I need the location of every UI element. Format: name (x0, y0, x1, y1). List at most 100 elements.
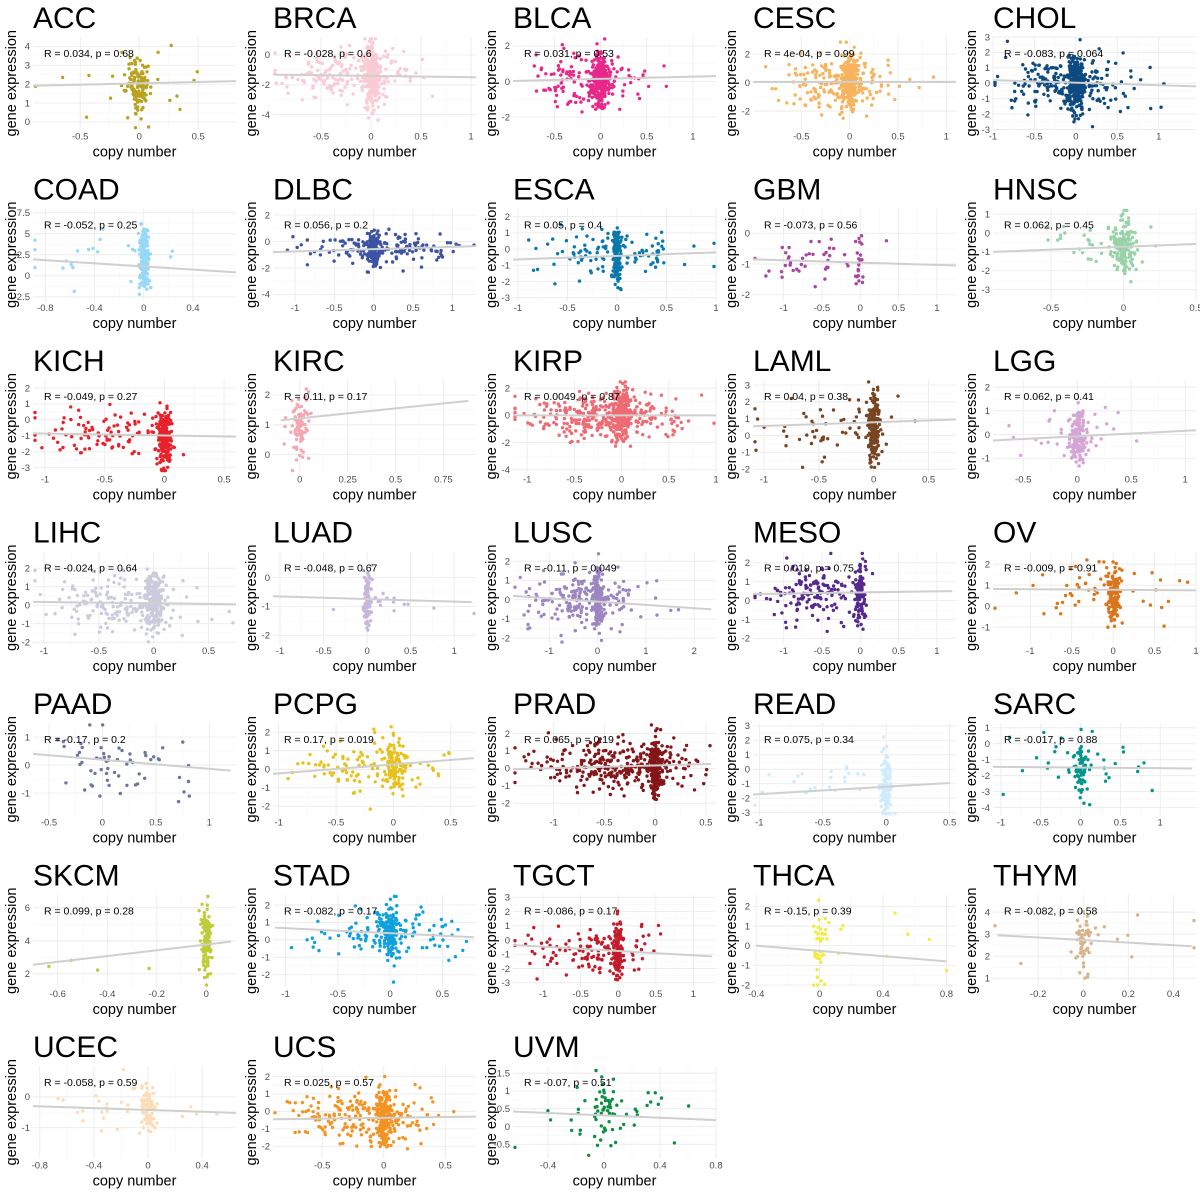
x-tick-label: -1 (779, 303, 787, 314)
data-point (852, 89, 857, 94)
data-point (382, 87, 386, 91)
data-point (303, 430, 308, 434)
y-tick-label: -1 (742, 448, 750, 459)
data-point (360, 256, 364, 260)
data-point (137, 430, 141, 434)
data-point (126, 84, 130, 89)
data-point (83, 447, 87, 451)
data-point (1021, 92, 1026, 96)
data-point (669, 417, 673, 421)
data-point (632, 395, 636, 399)
data-point (435, 258, 439, 262)
data-point (596, 72, 601, 76)
data-point (817, 105, 821, 109)
data-point (820, 460, 824, 464)
data-point (554, 417, 559, 421)
data-point (1026, 113, 1030, 117)
data-point (138, 595, 142, 600)
data-point (576, 409, 580, 413)
data-point (363, 53, 368, 57)
data-point (841, 116, 845, 121)
data-point (156, 411, 160, 415)
data-point (1101, 96, 1106, 101)
data-point (635, 424, 639, 429)
data-point (856, 267, 860, 272)
data-point (860, 280, 865, 285)
data-point (133, 248, 137, 253)
data-point (366, 270, 370, 274)
data-point (38, 592, 42, 597)
data-point (196, 619, 200, 624)
data-point (1026, 101, 1031, 105)
data-point (644, 419, 648, 424)
data-point (811, 252, 815, 256)
data-point (340, 64, 344, 69)
data-point (599, 64, 603, 69)
data-point (140, 248, 144, 252)
data-point (384, 67, 388, 71)
data-point (414, 232, 418, 236)
data-point (293, 428, 297, 433)
x-tick-label: 0 (1075, 475, 1080, 486)
data-point (181, 453, 186, 457)
data-point (835, 443, 839, 447)
data-point (1129, 69, 1133, 73)
data-point (860, 99, 865, 103)
data-point (557, 433, 561, 437)
data-point (291, 235, 295, 239)
data-point (852, 58, 856, 62)
y-axis-title: gene expression (244, 30, 260, 136)
data-point (875, 435, 880, 439)
data-point (785, 434, 789, 439)
data-point (855, 432, 859, 437)
data-point (159, 427, 163, 431)
y-tick-label: -2 (502, 438, 510, 449)
x-tick-label: 0.5 (406, 303, 419, 314)
data-point (624, 237, 628, 242)
data-point (861, 86, 866, 91)
data-point (676, 416, 681, 420)
data-point (544, 404, 549, 408)
data-point (577, 54, 581, 58)
data-point (1077, 75, 1082, 80)
panel-title: KICH (33, 345, 105, 378)
x-axis-title: copy number (333, 488, 417, 504)
data-point (620, 427, 624, 432)
data-point (564, 434, 568, 438)
data-point (139, 117, 143, 121)
data-point (1068, 90, 1072, 94)
data-point (151, 592, 155, 596)
data-point (33, 579, 37, 583)
y-tick-label: -2 (502, 277, 510, 288)
data-point (872, 409, 877, 414)
data-point (143, 98, 147, 102)
correlation-label: R = 0.034, p = 0.68 (44, 48, 134, 60)
data-point (72, 289, 76, 293)
data-point (298, 429, 302, 433)
y-tick-label: 2 (265, 390, 270, 401)
data-point (1099, 251, 1104, 255)
data-point (654, 236, 658, 240)
data-point (1098, 99, 1102, 104)
data-point (321, 239, 325, 243)
y-tick-label: 2 (265, 210, 270, 221)
x-tick-label: 1 (1156, 132, 1161, 143)
data-point (875, 403, 879, 407)
data-point (1090, 61, 1095, 65)
data-point (1114, 242, 1118, 247)
data-point (601, 70, 605, 75)
data-point (844, 96, 848, 100)
data-point (784, 251, 788, 255)
data-point (316, 68, 320, 73)
data-point (600, 90, 604, 95)
data-point (612, 430, 616, 434)
data-point (164, 620, 168, 625)
x-tick-label: -1 (523, 475, 531, 486)
data-point (145, 267, 149, 272)
data-point (1026, 70, 1030, 75)
data-point (605, 86, 609, 91)
data-point (398, 66, 402, 71)
